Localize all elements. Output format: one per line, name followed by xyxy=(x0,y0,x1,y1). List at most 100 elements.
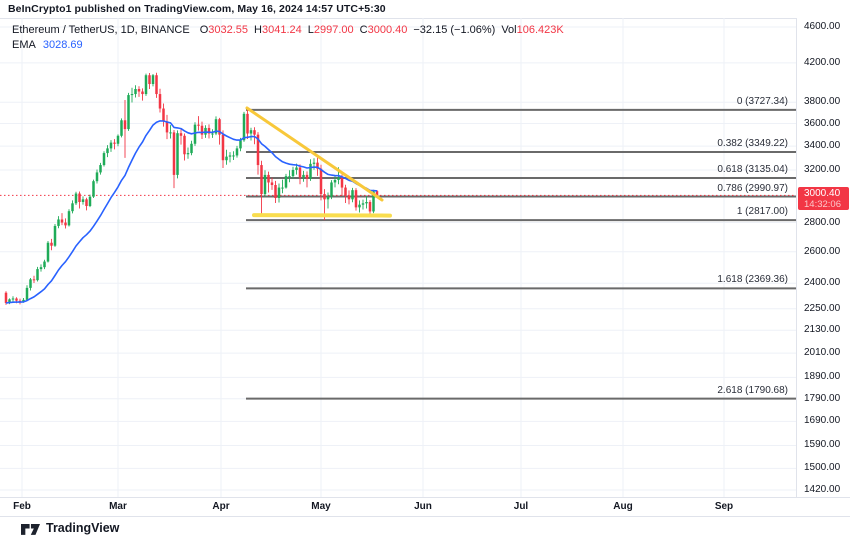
chart-legend[interactable]: Ethereum / TetherUS, 1D, BINANCE O3032.55… xyxy=(12,23,564,53)
candle-body xyxy=(137,89,141,92)
candle-body xyxy=(8,299,11,303)
fib-level-label: 1.618 (2369.36) xyxy=(717,274,788,286)
candle-body xyxy=(155,75,158,95)
candle-body xyxy=(109,142,113,149)
symbol-title: Ethereum / TetherUS, 1D, BINANCE xyxy=(12,24,190,36)
candle-body xyxy=(239,140,242,149)
tradingview-brand-text[interactable]: TradingView xyxy=(46,521,120,535)
time-axis[interactable]: Feb Mar Apr May Jun Jul Aug Sep xyxy=(0,497,850,516)
candle-body xyxy=(312,162,316,164)
candle-body xyxy=(228,155,232,157)
descending-resistance[interactable] xyxy=(245,106,384,202)
month-label: Feb xyxy=(13,501,31,512)
candle-body xyxy=(333,179,337,183)
candle-body xyxy=(78,193,81,202)
tradingview-logo-icon[interactable] xyxy=(21,522,40,539)
candle-body xyxy=(172,132,176,175)
candle-body xyxy=(106,148,109,154)
candle-body xyxy=(116,135,120,144)
candle-body xyxy=(319,168,323,195)
last-price-value: 3000.40 xyxy=(804,188,841,200)
candle-body xyxy=(176,133,179,175)
candle-body xyxy=(337,177,340,180)
candle-body xyxy=(39,267,43,270)
candle-body xyxy=(11,298,15,300)
candle-body xyxy=(242,113,246,141)
candle-body xyxy=(151,75,155,85)
price-tick-label: 1690.00 xyxy=(804,415,841,427)
fib-level-label: 2.618 (1790.68) xyxy=(717,384,788,396)
candle-body xyxy=(225,156,228,161)
open-label: O xyxy=(199,24,209,36)
candle-body xyxy=(277,187,281,199)
candle-body xyxy=(200,125,204,135)
candle-body xyxy=(260,165,263,195)
price-tick-label: 3400.00 xyxy=(804,140,841,152)
month-label: May xyxy=(311,501,331,512)
price-tick-label: 3200.00 xyxy=(804,163,841,175)
price-tick-label: 2400.00 xyxy=(804,277,841,289)
candle-body xyxy=(162,108,165,122)
candle-body xyxy=(354,190,358,208)
legend-row-ohlc: Ethereum / TetherUS, 1D, BINANCE O3032.55… xyxy=(12,23,564,38)
candle-body xyxy=(123,120,127,130)
candle-body xyxy=(340,177,344,188)
candle-body xyxy=(267,174,270,183)
candle-body xyxy=(95,172,99,182)
candle-body xyxy=(81,199,85,202)
candle-body xyxy=(102,153,106,166)
candle-body xyxy=(351,190,354,200)
candle-body xyxy=(298,167,302,178)
ema-label: EMA xyxy=(12,39,36,51)
candle-body xyxy=(25,287,29,300)
candle-body xyxy=(43,261,46,268)
price-tick-label: 2250.00 xyxy=(804,302,841,314)
candle-body xyxy=(50,242,53,246)
candle-body xyxy=(274,185,277,199)
candle-body xyxy=(22,299,25,302)
candle-body xyxy=(246,113,249,134)
candle-body xyxy=(375,191,379,196)
candle-body xyxy=(197,124,200,126)
price-axis[interactable]: 4600.00 4200.00 3800.00 3600.00 3400.00 3200.… xyxy=(796,18,850,497)
candle-body xyxy=(207,127,211,134)
candle-body xyxy=(302,174,305,178)
candle-body xyxy=(221,134,225,161)
price-tick-label: 4200.00 xyxy=(804,56,841,68)
chart-plot-area[interactable]: 0 (3727.34) 0.382 (3349.22) 0.618 (3135.04… xyxy=(0,18,796,497)
candle-body xyxy=(291,169,295,177)
candle-body xyxy=(60,219,64,223)
candle-body xyxy=(4,292,8,303)
price-tick-label: 3600.00 xyxy=(804,117,841,129)
candle-body xyxy=(326,196,330,200)
candle-body xyxy=(281,187,284,189)
candle-body xyxy=(211,133,214,135)
candle-body xyxy=(235,148,239,156)
candle-body xyxy=(361,203,365,205)
candle-body xyxy=(183,135,186,155)
candle-body xyxy=(368,201,372,212)
candle-body xyxy=(186,153,190,155)
candle-body xyxy=(193,124,197,144)
candle-body xyxy=(316,162,319,169)
candle-body xyxy=(358,204,361,208)
price-tick-label: 4600.00 xyxy=(804,21,841,32)
fib-level-label: 0.618 (3135.04) xyxy=(717,164,788,176)
month-label: Apr xyxy=(212,501,230,512)
candle-body xyxy=(165,121,169,133)
low-label: L xyxy=(307,24,314,36)
candle-body xyxy=(148,75,151,85)
low-value: 2997.00 xyxy=(313,24,354,36)
candlestick-chart[interactable] xyxy=(0,18,796,497)
candle-body xyxy=(347,195,351,200)
candle-body xyxy=(309,163,312,179)
price-tick-label: 2800.00 xyxy=(804,216,841,228)
month-label: Aug xyxy=(613,501,633,512)
candle-body xyxy=(253,130,256,135)
high-value: 3041.24 xyxy=(261,24,302,36)
candle-body xyxy=(134,89,137,95)
month-label: Jun xyxy=(414,501,432,512)
candle-body xyxy=(158,94,162,109)
candle-body xyxy=(71,203,74,212)
